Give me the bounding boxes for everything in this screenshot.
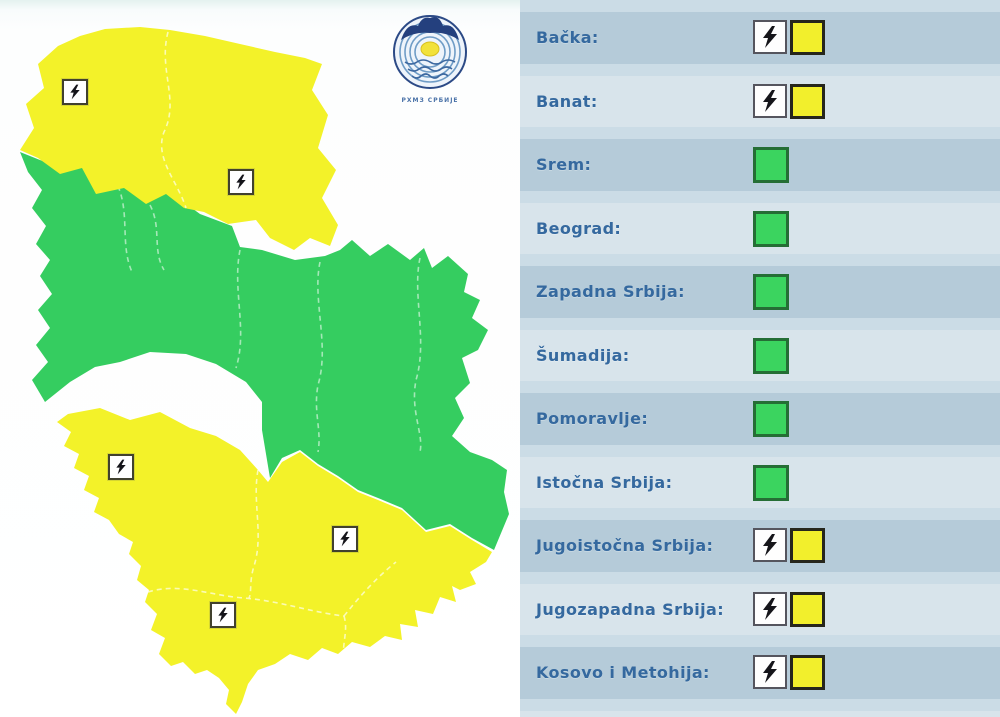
alert-icons bbox=[753, 274, 789, 310]
region-central-serbia-green[interactable] bbox=[20, 152, 509, 550]
rhmz-emblem-icon bbox=[393, 15, 467, 89]
region-row[interactable]: Jugozapadna Srbija: bbox=[520, 571, 1000, 635]
region-row[interactable]: Istočna Srbija: bbox=[520, 444, 1000, 508]
region-row[interactable]: Srem: bbox=[520, 127, 1000, 191]
region-label: Srem: bbox=[536, 155, 592, 175]
green-status-box bbox=[753, 401, 789, 437]
region-row[interactable]: Jugoistočna Srbija: bbox=[520, 508, 1000, 572]
green-status-box bbox=[753, 274, 789, 310]
region-label: Beograd: bbox=[536, 218, 622, 238]
thunderstorm-icon bbox=[753, 528, 787, 562]
green-status-box bbox=[753, 337, 789, 374]
map-area: РХМЗ СРБИЈЕ bbox=[0, 0, 520, 717]
backa-banat-border bbox=[160, 31, 187, 209]
logo-caption: РХМЗ СРБИЈЕ bbox=[401, 97, 459, 104]
region-row[interactable]: Beograd: bbox=[520, 190, 1000, 254]
yellow-warning-box bbox=[790, 591, 825, 627]
alert-icons bbox=[753, 210, 789, 247]
region-row[interactable]: Banat: bbox=[520, 63, 1000, 127]
alert-icons bbox=[753, 655, 825, 690]
serbia-map bbox=[20, 27, 509, 714]
region-label: Istočna Srbija: bbox=[536, 472, 673, 492]
region-label: Pomoravlje: bbox=[536, 409, 649, 429]
region-label: Zapadna Srbija: bbox=[536, 282, 685, 302]
map-thunderstorm-icon[interactable] bbox=[332, 526, 358, 552]
region-alert-panel: Bačka: Banat: Srem: Beograd: Zapadna Srb… bbox=[520, 0, 1000, 717]
region-vojvodina-yellow[interactable] bbox=[20, 27, 338, 250]
map-thunderstorm-icon[interactable] bbox=[228, 169, 254, 195]
yellow-warning-box bbox=[790, 20, 825, 55]
region-southern-serbia-yellow[interactable] bbox=[57, 408, 492, 714]
region-row[interactable]: Kosovo i Metohija: bbox=[520, 635, 1000, 699]
alert-icons bbox=[753, 401, 789, 437]
region-label: Šumadija: bbox=[536, 345, 630, 365]
district-borders-south bbox=[147, 469, 397, 671]
alert-icons bbox=[753, 464, 789, 501]
alert-icons bbox=[753, 147, 789, 183]
green-status-box bbox=[753, 464, 789, 501]
thunderstorm-icon bbox=[753, 20, 787, 54]
thunderstorm-icon bbox=[753, 655, 787, 689]
rhmz-logo: РХМЗ СРБИЈЕ bbox=[390, 12, 470, 106]
alert-icons bbox=[753, 20, 825, 55]
region-row[interactable]: Bačka: bbox=[520, 0, 1000, 64]
region-label: Bačka: bbox=[536, 28, 599, 48]
alert-icons bbox=[753, 528, 825, 563]
region-label: Banat: bbox=[536, 91, 598, 111]
region-row[interactable]: Pomoravlje: bbox=[520, 381, 1000, 445]
yellow-warning-box bbox=[790, 655, 825, 690]
thunderstorm-icon bbox=[753, 591, 787, 626]
map-thunderstorm-icon[interactable] bbox=[62, 79, 88, 105]
yellow-warning-box bbox=[790, 528, 825, 563]
green-status-box bbox=[753, 147, 789, 183]
region-label: Jugozapadna Srbija: bbox=[536, 599, 724, 619]
map-thunderstorm-icon[interactable] bbox=[210, 602, 236, 628]
map-thunderstorm-icon[interactable] bbox=[108, 454, 134, 480]
alert-icons bbox=[753, 83, 825, 119]
region-row[interactable]: Zapadna Srbija: bbox=[520, 254, 1000, 318]
alert-icons bbox=[753, 591, 825, 627]
green-status-box bbox=[753, 210, 789, 247]
region-label: Jugoistočna Srbija: bbox=[536, 536, 714, 556]
district-borders-central bbox=[117, 185, 422, 453]
yellow-warning-box bbox=[790, 83, 825, 119]
region-row[interactable]: Šumadija: bbox=[520, 317, 1000, 381]
region-label: Kosovo i Metohija: bbox=[536, 663, 710, 683]
region-rows: Bačka: Banat: Srem: Beograd: Zapadna Srb… bbox=[520, 0, 1000, 699]
panel-bottom-filler bbox=[520, 698, 1000, 717]
thunderstorm-icon bbox=[753, 83, 787, 118]
alert-icons bbox=[753, 337, 789, 374]
